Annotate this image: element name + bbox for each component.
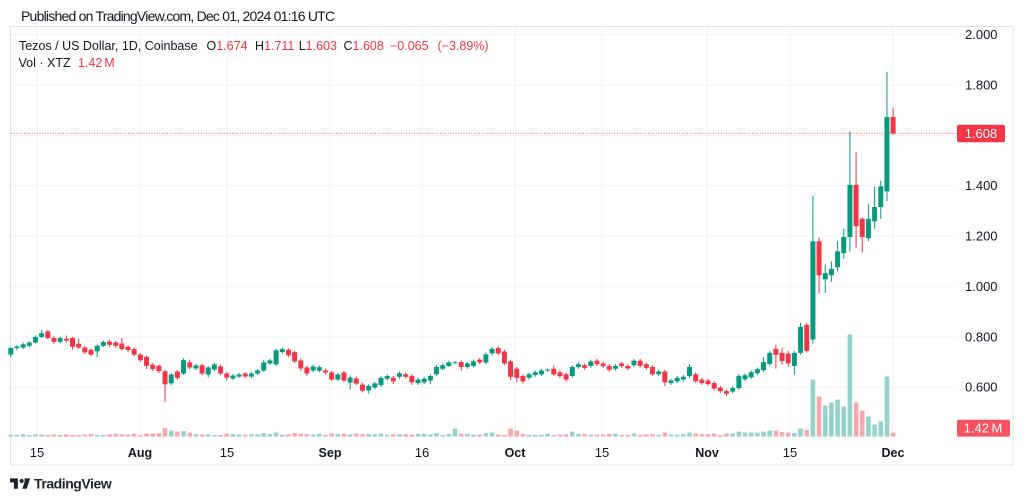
svg-text:Published on TradingView.com,: Published on TradingView.com, Dec 01, 20… (21, 8, 335, 24)
svg-text:Nov: Nov (695, 446, 719, 460)
svg-text:Aug: Aug (128, 446, 152, 460)
svg-text:1.608: 1.608 (965, 126, 998, 141)
svg-text:2.000: 2.000 (965, 27, 998, 42)
svg-text:Dec: Dec (882, 446, 905, 460)
svg-text:TradingView: TradingView (34, 475, 112, 491)
svg-text:0.800: 0.800 (965, 329, 998, 344)
svg-text:1.42 M: 1.42 M (964, 421, 1003, 436)
svg-text:16: 16 (415, 445, 429, 460)
svg-text:Tezos / US Dollar, 1D, Coinbas: Tezos / US Dollar, 1D, Coinbase O1.674 H1.… (19, 39, 489, 53)
svg-text:15: 15 (595, 445, 609, 460)
svg-text:0.600: 0.600 (965, 380, 998, 395)
svg-text:1.400: 1.400 (965, 178, 998, 193)
svg-text:Sep: Sep (319, 446, 342, 460)
svg-text:15: 15 (220, 445, 234, 460)
svg-text:Oct: Oct (505, 446, 527, 460)
svg-text:1.000: 1.000 (965, 279, 998, 294)
svg-text:15: 15 (30, 445, 44, 460)
svg-text:1.800: 1.800 (965, 77, 998, 92)
svg-text:15: 15 (783, 445, 797, 460)
svg-text:1.200: 1.200 (965, 229, 998, 244)
